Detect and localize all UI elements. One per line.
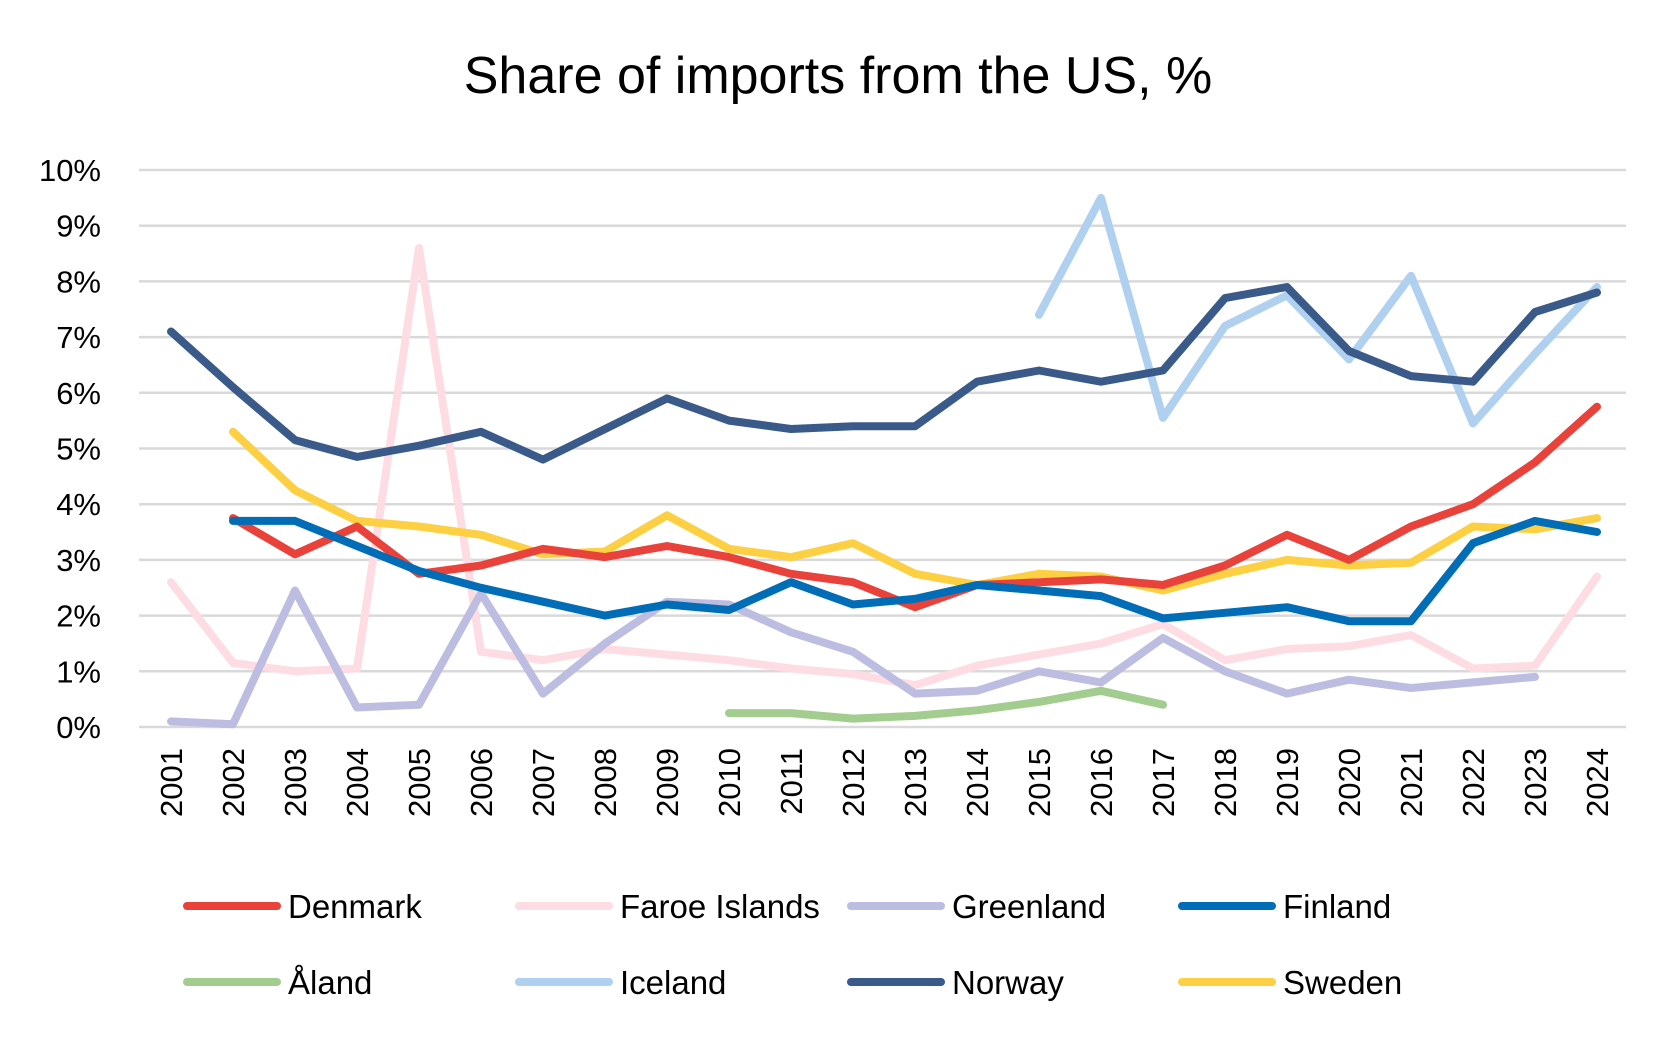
legend-label: Finland	[1283, 888, 1391, 925]
legend-item: Denmark	[183, 888, 422, 925]
y-tick-label: 2%	[56, 599, 101, 634]
x-tick-label: 2024	[1580, 748, 1615, 817]
legend-label: Denmark	[288, 888, 422, 925]
series-line-greenland	[167, 586, 1539, 729]
x-tick-label: 2014	[960, 748, 995, 817]
chart-title: Share of imports from the US, %	[464, 47, 1213, 105]
series-line-denmark	[229, 402, 1601, 612]
y-tick-label: 1%	[56, 654, 101, 689]
y-tick-label: 0%	[56, 710, 101, 745]
legend-label: Iceland	[620, 964, 726, 1001]
legend-item: Norway	[847, 964, 1064, 1001]
x-tick-label: 2009	[650, 748, 685, 817]
y-tick-label: 6%	[56, 376, 101, 411]
x-tick-label: 2012	[836, 748, 871, 817]
x-tick-label: 2002	[216, 748, 251, 817]
legend-label: Faroe Islands	[620, 888, 820, 925]
x-tick-label: 2021	[1394, 748, 1429, 817]
legend-label: Åland	[288, 964, 372, 1001]
legend-item: Finland	[1178, 888, 1391, 925]
x-tick-label: 2011	[774, 748, 809, 815]
y-tick-label: 10%	[39, 153, 101, 188]
legend-item: Åland	[183, 964, 372, 1001]
x-tick-label: 2013	[898, 748, 933, 817]
x-tick-label: 2001	[154, 748, 189, 817]
series-line-sweden	[229, 427, 1601, 595]
legend-label: Sweden	[1283, 964, 1402, 1001]
legend-item: Iceland	[515, 964, 726, 1001]
series-line-faroe-islands	[167, 244, 1601, 690]
y-tick-label: 9%	[56, 209, 101, 244]
y-tick-label: 8%	[56, 264, 101, 299]
x-tick-label: 2004	[340, 748, 375, 817]
legend-item: Greenland	[847, 888, 1106, 925]
series-line-norway	[167, 283, 1601, 464]
x-tick-label: 2020	[1332, 748, 1367, 817]
y-tick-label: 5%	[56, 432, 101, 467]
series-lines	[167, 193, 1601, 729]
x-tick-label: 2016	[1084, 748, 1119, 817]
x-axis-tick-labels: 2001 2002 2003 2004 2005 2006 2007 2008 2009 2010…	[154, 748, 1615, 817]
x-tick-label: 2006	[464, 748, 499, 817]
x-tick-label: 2015	[1022, 748, 1057, 817]
x-tick-label: 2008	[588, 748, 623, 817]
x-tick-label: 2017	[1146, 748, 1181, 817]
x-tick-label: 2022	[1456, 748, 1491, 817]
x-tick-label: 2023	[1518, 748, 1553, 817]
x-tick-label: 2007	[526, 748, 561, 817]
legend: Denmark Faroe Islands Greenland Finland Ålan…	[183, 888, 1402, 1001]
x-tick-label: 2010	[712, 748, 747, 817]
legend-item: Sweden	[1178, 964, 1402, 1001]
series-line--land	[725, 686, 1167, 723]
y-tick-label: 7%	[56, 320, 101, 355]
legend-label: Norway	[952, 964, 1064, 1001]
x-tick-label: 2005	[402, 748, 437, 817]
legend-item: Faroe Islands	[515, 888, 820, 925]
legend-label: Greenland	[952, 888, 1106, 925]
y-axis-tick-labels: 0% 1% 2% 3% 4% 5% 6% 7% 8% 9% 10%	[39, 153, 101, 745]
y-tick-label: 3%	[56, 543, 101, 578]
series-line-iceland	[1035, 193, 1601, 428]
y-tick-label: 4%	[56, 487, 101, 522]
x-tick-label: 2018	[1208, 748, 1243, 817]
series-line-finland	[229, 516, 1601, 626]
x-tick-label: 2019	[1270, 748, 1305, 817]
x-tick-label: 2003	[278, 748, 313, 817]
